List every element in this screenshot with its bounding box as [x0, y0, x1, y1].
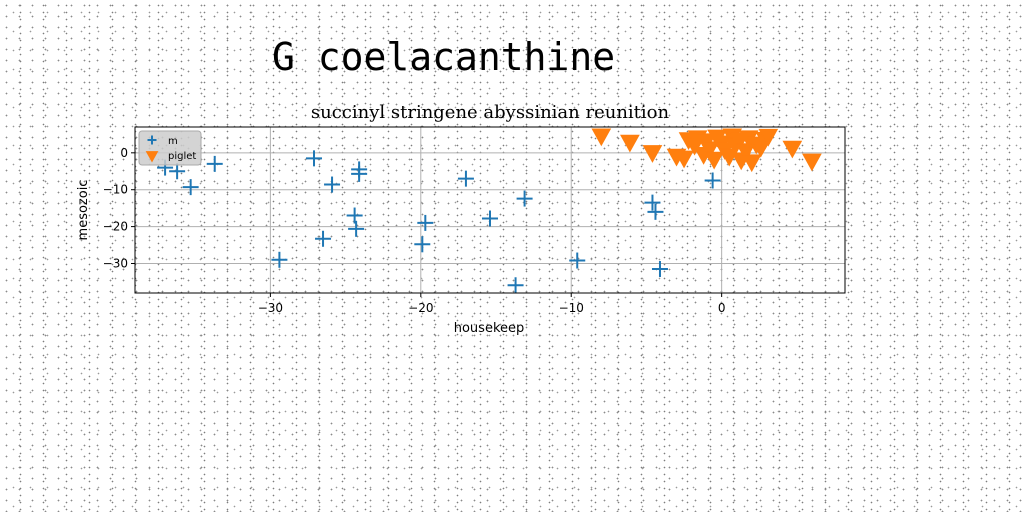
legend-label-piglet: piglet [168, 151, 196, 162]
series-piglet-point [699, 141, 720, 160]
legend-marker-piglet [145, 151, 159, 163]
series-piglet-point [591, 128, 612, 147]
series-m-point [647, 203, 664, 220]
series-m-point [346, 207, 363, 224]
x-tick-label: −10 [559, 301, 584, 315]
series-piglet-point [620, 134, 640, 153]
plot-title: succinyl stringene abyssinian reunition [311, 102, 670, 123]
axis-ticks: −30 −20 −10 0 0 −10 −20 −30 [103, 146, 726, 315]
series-m-point [651, 261, 668, 278]
legend-label-m: m [168, 136, 178, 147]
series-m-point [169, 163, 186, 180]
x-tick-label: −20 [408, 301, 433, 315]
series-m-point [351, 165, 368, 182]
series-m-point [414, 236, 431, 253]
x-axis-label: housekeep [454, 321, 525, 336]
series-piglet-point [735, 143, 756, 162]
series-m-point [271, 251, 288, 268]
series-m-point [704, 172, 721, 189]
legend-marker-m [147, 135, 157, 145]
plot-frame [134, 126, 846, 294]
series-piglet-point [741, 154, 762, 173]
series-m-point [182, 179, 199, 196]
series-piglet-point [642, 145, 663, 163]
series-m-point [417, 214, 434, 231]
series-m-point [315, 230, 332, 247]
grid-lines [135, 127, 845, 293]
data-marks [157, 128, 822, 294]
series-piglet-point [674, 150, 694, 169]
series-piglet-point [802, 153, 822, 172]
series-m-point [569, 252, 586, 269]
series-piglet-point [758, 128, 779, 147]
y-tick-label: −20 [103, 220, 128, 234]
series-m-point [306, 150, 323, 167]
y-tick-label: 0 [120, 146, 128, 160]
series-m-point [516, 190, 533, 207]
series-piglet-point [782, 140, 803, 159]
series-m-point [457, 170, 474, 187]
legend: m piglet [138, 130, 202, 166]
x-tick-label: −30 [258, 301, 283, 315]
figure-suptitle: G coelacanthine [272, 35, 616, 79]
series-m-point [482, 210, 498, 227]
series-m-point [644, 194, 661, 211]
series-m-point [348, 220, 365, 237]
series-m-point [507, 277, 524, 294]
y-tick-label: −30 [103, 256, 128, 270]
x-tick-label: 0 [718, 301, 726, 315]
y-tick-label: −10 [103, 183, 128, 197]
y-axis-label: mesozoic [76, 180, 91, 241]
series-m-point [324, 176, 341, 193]
series-m-point [206, 155, 223, 172]
series-piglet-point [704, 151, 724, 170]
